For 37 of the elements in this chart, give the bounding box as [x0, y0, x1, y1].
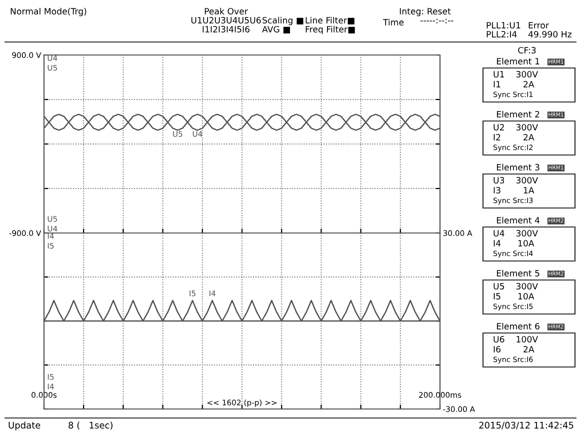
text: I6 2A	[494, 346, 534, 352]
text: U5 300V	[494, 282, 538, 290]
text: 8 ( 1sec)	[68, 422, 112, 430]
text: Line Filter■	[306, 16, 354, 24]
text: Element 1	[496, 58, 540, 64]
text: I5 10A	[494, 292, 534, 300]
text: 49.990 Hz	[528, 30, 572, 38]
text: I2 2A	[494, 134, 534, 140]
text: CF:3	[518, 46, 536, 54]
text: U6 100V	[494, 336, 538, 342]
text: Element 5	[496, 270, 540, 276]
text: Element 3	[496, 164, 540, 170]
text: U3 300V	[494, 176, 538, 184]
text: U4 300V	[494, 230, 538, 236]
text: Element 4	[496, 216, 540, 224]
text: -----:--:--	[420, 18, 454, 24]
text: AVG ■	[262, 26, 290, 34]
text: Update	[8, 422, 40, 430]
text: Integ: Reset	[400, 8, 451, 16]
text: I3 1A	[494, 186, 534, 194]
text: 2015/03/12 11:42:45	[479, 422, 574, 430]
text: U2 300V	[494, 124, 538, 130]
text: I1I2I3I4I5I6	[202, 26, 250, 32]
text: Freq Filter■	[306, 26, 355, 34]
text: Element 2	[496, 110, 540, 118]
text: U1 300V	[494, 70, 538, 78]
text: Normal Mode(Trg)	[10, 8, 86, 16]
text: U1U2U3U4U5U6	[191, 16, 261, 24]
text: Time	[382, 18, 404, 26]
text: I4 10A	[494, 240, 534, 246]
text: Element 6	[496, 322, 540, 330]
text: PLL1:U1	[486, 22, 520, 28]
text: I1 2A	[494, 80, 534, 88]
text: Scaling ■	[262, 16, 304, 26]
text: Peak Over	[204, 8, 248, 14]
text: Error	[528, 22, 549, 28]
text: PLL2:I4	[486, 30, 517, 38]
